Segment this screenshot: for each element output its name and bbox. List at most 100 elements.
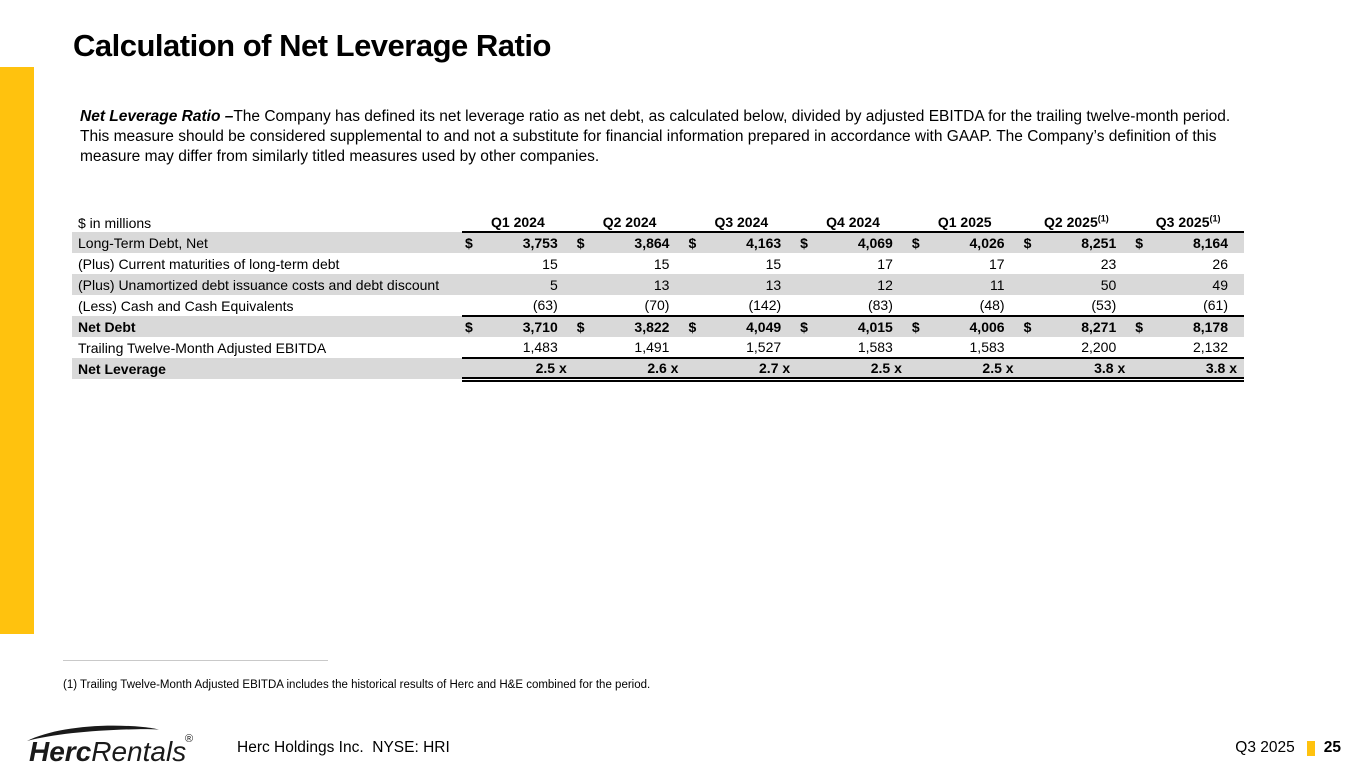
row-value-cell: 26 — [1132, 253, 1244, 274]
net-leverage-table: $ in millions Q1 2024 Q2 2024 Q3 2024 Q4 20… — [72, 213, 1244, 382]
row-value-cell: 1,491 — [573, 337, 686, 359]
row-value: 2.5 x — [982, 359, 1014, 376]
table-row: Trailing Twelve-Month Adjusted EBITDA 1,4… — [72, 337, 1244, 359]
row-value: 13 — [765, 276, 782, 293]
row-value: (70) — [644, 297, 670, 313]
row-value-cell: $8,164 — [1132, 232, 1244, 253]
row-value: 4,049 — [746, 319, 782, 335]
row-value-cell: 3.8 x — [1020, 358, 1133, 382]
row-value: (63) — [532, 297, 558, 313]
row-value: 4,163 — [746, 235, 782, 251]
left-accent-bar — [0, 67, 34, 634]
table-row: (Less) Cash and Cash Equivalents (63) (70)… — [72, 295, 1244, 317]
svg-text:®: ® — [185, 733, 193, 745]
row-value: 2.5 x — [870, 359, 902, 376]
row-value: 1,583 — [857, 339, 893, 355]
row-value-cell: (61) — [1132, 295, 1244, 317]
row-value-cell: 13 — [685, 274, 798, 295]
page-title: Calculation of Net Leverage Ratio — [73, 28, 551, 63]
row-value-cell: (48) — [908, 295, 1021, 317]
intro-paragraph: Net Leverage Ratio –The Company has defi… — [80, 107, 1243, 167]
row-value: 15 — [542, 255, 558, 272]
row-label: (Less) Cash and Cash Equivalents — [78, 297, 294, 314]
row-value-cell: 15 — [462, 253, 574, 274]
row-value: 1,583 — [969, 339, 1005, 355]
row-value-cell: $4,163 — [685, 232, 798, 253]
row-label: (Plus) Current maturities of long-term d… — [78, 255, 340, 272]
intro-lead: Net Leverage Ratio – — [80, 108, 234, 125]
row-value: 8,271 — [1081, 319, 1117, 335]
intro-body: The Company has defined its net leverage… — [80, 108, 1239, 165]
column-header: Q3 2025(1) — [1132, 213, 1244, 233]
footer-period: Q3 2025 — [1235, 739, 1295, 756]
row-value-cell: 2.5 x — [462, 358, 574, 382]
row-value-cell: $3,753 — [462, 232, 574, 253]
column-header: Q1 2024 — [462, 213, 574, 233]
row-value-cell: 50 — [1020, 274, 1133, 295]
row-value: 26 — [1212, 255, 1228, 272]
row-value-cell: 13 — [573, 274, 686, 295]
row-value-cell: (63) — [462, 295, 574, 317]
footer-right: Q3 2025 25 — [1235, 739, 1341, 757]
row-value: 11 — [990, 276, 1005, 293]
footer-company-text: Herc Holdings Inc. NYSE: HRI — [237, 739, 450, 756]
row-value: 23 — [1100, 255, 1117, 272]
row-value-cell: 17 — [797, 253, 909, 274]
row-value: 3.8 x — [1205, 359, 1237, 376]
row-value: 3.8 x — [1094, 359, 1126, 376]
dollar-sign: $ — [688, 235, 697, 251]
row-value: 3,753 — [522, 235, 558, 251]
row-value-cell: $8,251 — [1020, 232, 1133, 253]
dollar-sign: $ — [576, 319, 585, 335]
row-value: 4,026 — [969, 235, 1005, 251]
table-row: (Plus) Unamortized debt issuance costs a… — [72, 274, 1244, 295]
dollar-sign: $ — [1023, 235, 1032, 251]
row-value-cell: 2.7 x — [685, 358, 798, 382]
table-row: (Plus) Current maturities of long-term d… — [72, 253, 1244, 274]
row-value: 3,710 — [522, 319, 558, 335]
footer-page-number: 25 — [1323, 739, 1341, 756]
row-value: 4,069 — [857, 235, 893, 251]
column-header: Q1 2025 — [908, 213, 1021, 233]
row-value-cell: $4,049 — [685, 316, 798, 337]
row-value: 8,164 — [1192, 235, 1228, 251]
row-value-cell: (142) — [685, 295, 798, 317]
row-value: 5 — [549, 276, 558, 293]
table-row: Net Leverage 2.5 x 2.6 x 2.7 x 2.5 x 2.5 x 3.8… — [72, 358, 1244, 382]
dollar-sign: $ — [576, 235, 585, 251]
row-value: 50 — [1100, 276, 1117, 293]
column-header: Q4 2024 — [797, 213, 909, 233]
row-value-cell: $3,710 — [462, 316, 574, 337]
column-header-superscript: (1) — [1209, 213, 1221, 224]
row-value-cell: 11 — [908, 274, 1021, 295]
row-value: (61) — [1203, 297, 1228, 313]
dollar-sign: $ — [1135, 235, 1144, 251]
row-label: Net Debt — [72, 316, 463, 337]
dollar-sign: $ — [1023, 319, 1032, 335]
row-value-cell: $8,271 — [1020, 316, 1133, 337]
row-value: 1,491 — [634, 339, 670, 355]
row-value: 15 — [653, 255, 670, 272]
row-value: 3,822 — [634, 319, 670, 335]
dollar-sign: $ — [688, 319, 697, 335]
row-value: (142) — [748, 297, 782, 313]
row-value: 4,015 — [857, 319, 893, 335]
row-value-cell: 15 — [574, 253, 686, 274]
column-header-superscript: (1) — [1097, 213, 1109, 224]
row-value-cell: 2,200 — [1020, 337, 1133, 359]
row-value: 12 — [877, 276, 893, 293]
row-value: (53) — [1091, 297, 1117, 313]
svg-text:HercRentals: HercRentals — [29, 736, 186, 767]
row-value: (83) — [867, 297, 893, 313]
dollar-sign: $ — [911, 235, 920, 251]
dollar-sign: $ — [800, 319, 808, 335]
row-value: 1,483 — [522, 339, 558, 355]
row-value-cell: $3,864 — [573, 232, 686, 253]
row-value-cell: $4,069 — [797, 232, 909, 253]
row-value-cell: (83) — [797, 295, 909, 317]
column-header: Q3 2024 — [685, 213, 798, 233]
row-value-cell: 49 — [1132, 274, 1244, 295]
row-value-cell: $4,006 — [908, 316, 1021, 337]
row-value-cell: 17 — [909, 253, 1021, 274]
